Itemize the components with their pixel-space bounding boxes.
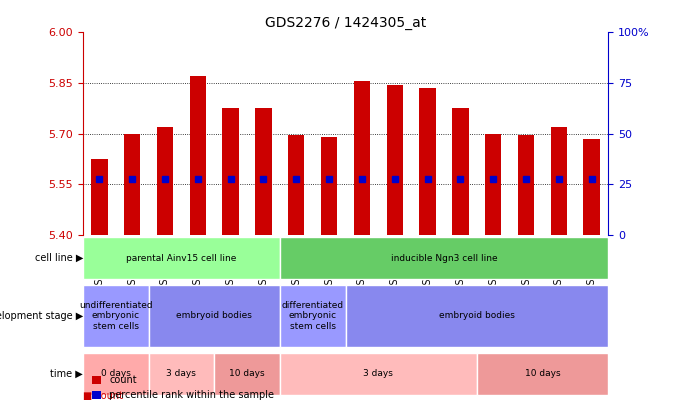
FancyBboxPatch shape [83, 353, 149, 394]
Bar [189, 76, 206, 235]
FancyBboxPatch shape [83, 285, 149, 347]
Bar [419, 88, 436, 235]
Bar [583, 139, 600, 235]
Bar [223, 108, 239, 235]
Text: 0 days: 0 days [101, 369, 131, 378]
FancyBboxPatch shape [477, 353, 608, 394]
Bar [386, 85, 403, 235]
Text: cell line ▶: cell line ▶ [35, 253, 83, 263]
Text: 3 days: 3 days [363, 369, 393, 378]
Text: development stage ▶: development stage ▶ [0, 311, 83, 321]
FancyBboxPatch shape [149, 285, 280, 347]
Bar [452, 108, 468, 235]
Text: 10 days: 10 days [229, 369, 265, 378]
Text: 3 days: 3 days [167, 369, 196, 378]
FancyBboxPatch shape [280, 237, 608, 279]
Title: GDS2276 / 1424305_at: GDS2276 / 1424305_at [265, 16, 426, 30]
Bar [255, 108, 272, 235]
Bar [518, 135, 534, 235]
Bar [288, 135, 305, 235]
FancyBboxPatch shape [83, 237, 280, 279]
Bar [551, 127, 567, 235]
Text: embryoid bodies: embryoid bodies [439, 311, 515, 320]
Bar [91, 159, 108, 235]
Text: undifferentiated
embryonic
stem cells: undifferentiated embryonic stem cells [79, 301, 153, 331]
FancyBboxPatch shape [280, 285, 346, 347]
Bar [321, 137, 337, 235]
Text: ■ count: ■ count [83, 391, 123, 401]
Bar [354, 81, 370, 235]
Bar [124, 134, 140, 235]
Text: parental Ainv15 cell line: parental Ainv15 cell line [126, 254, 236, 262]
Bar [485, 134, 502, 235]
Text: differentiated
embryonic
stem cells: differentiated embryonic stem cells [282, 301, 343, 331]
FancyBboxPatch shape [214, 353, 280, 394]
FancyBboxPatch shape [280, 353, 477, 394]
FancyBboxPatch shape [149, 353, 214, 394]
FancyBboxPatch shape [346, 285, 608, 347]
Text: 10 days: 10 days [524, 369, 560, 378]
Bar [157, 127, 173, 235]
Text: embryoid bodies: embryoid bodies [176, 311, 252, 320]
Text: time ▶: time ▶ [50, 369, 83, 379]
Legend: count, percentile rank within the sample: count, percentile rank within the sample [88, 371, 278, 404]
Text: inducible Ngn3 cell line: inducible Ngn3 cell line [390, 254, 498, 262]
